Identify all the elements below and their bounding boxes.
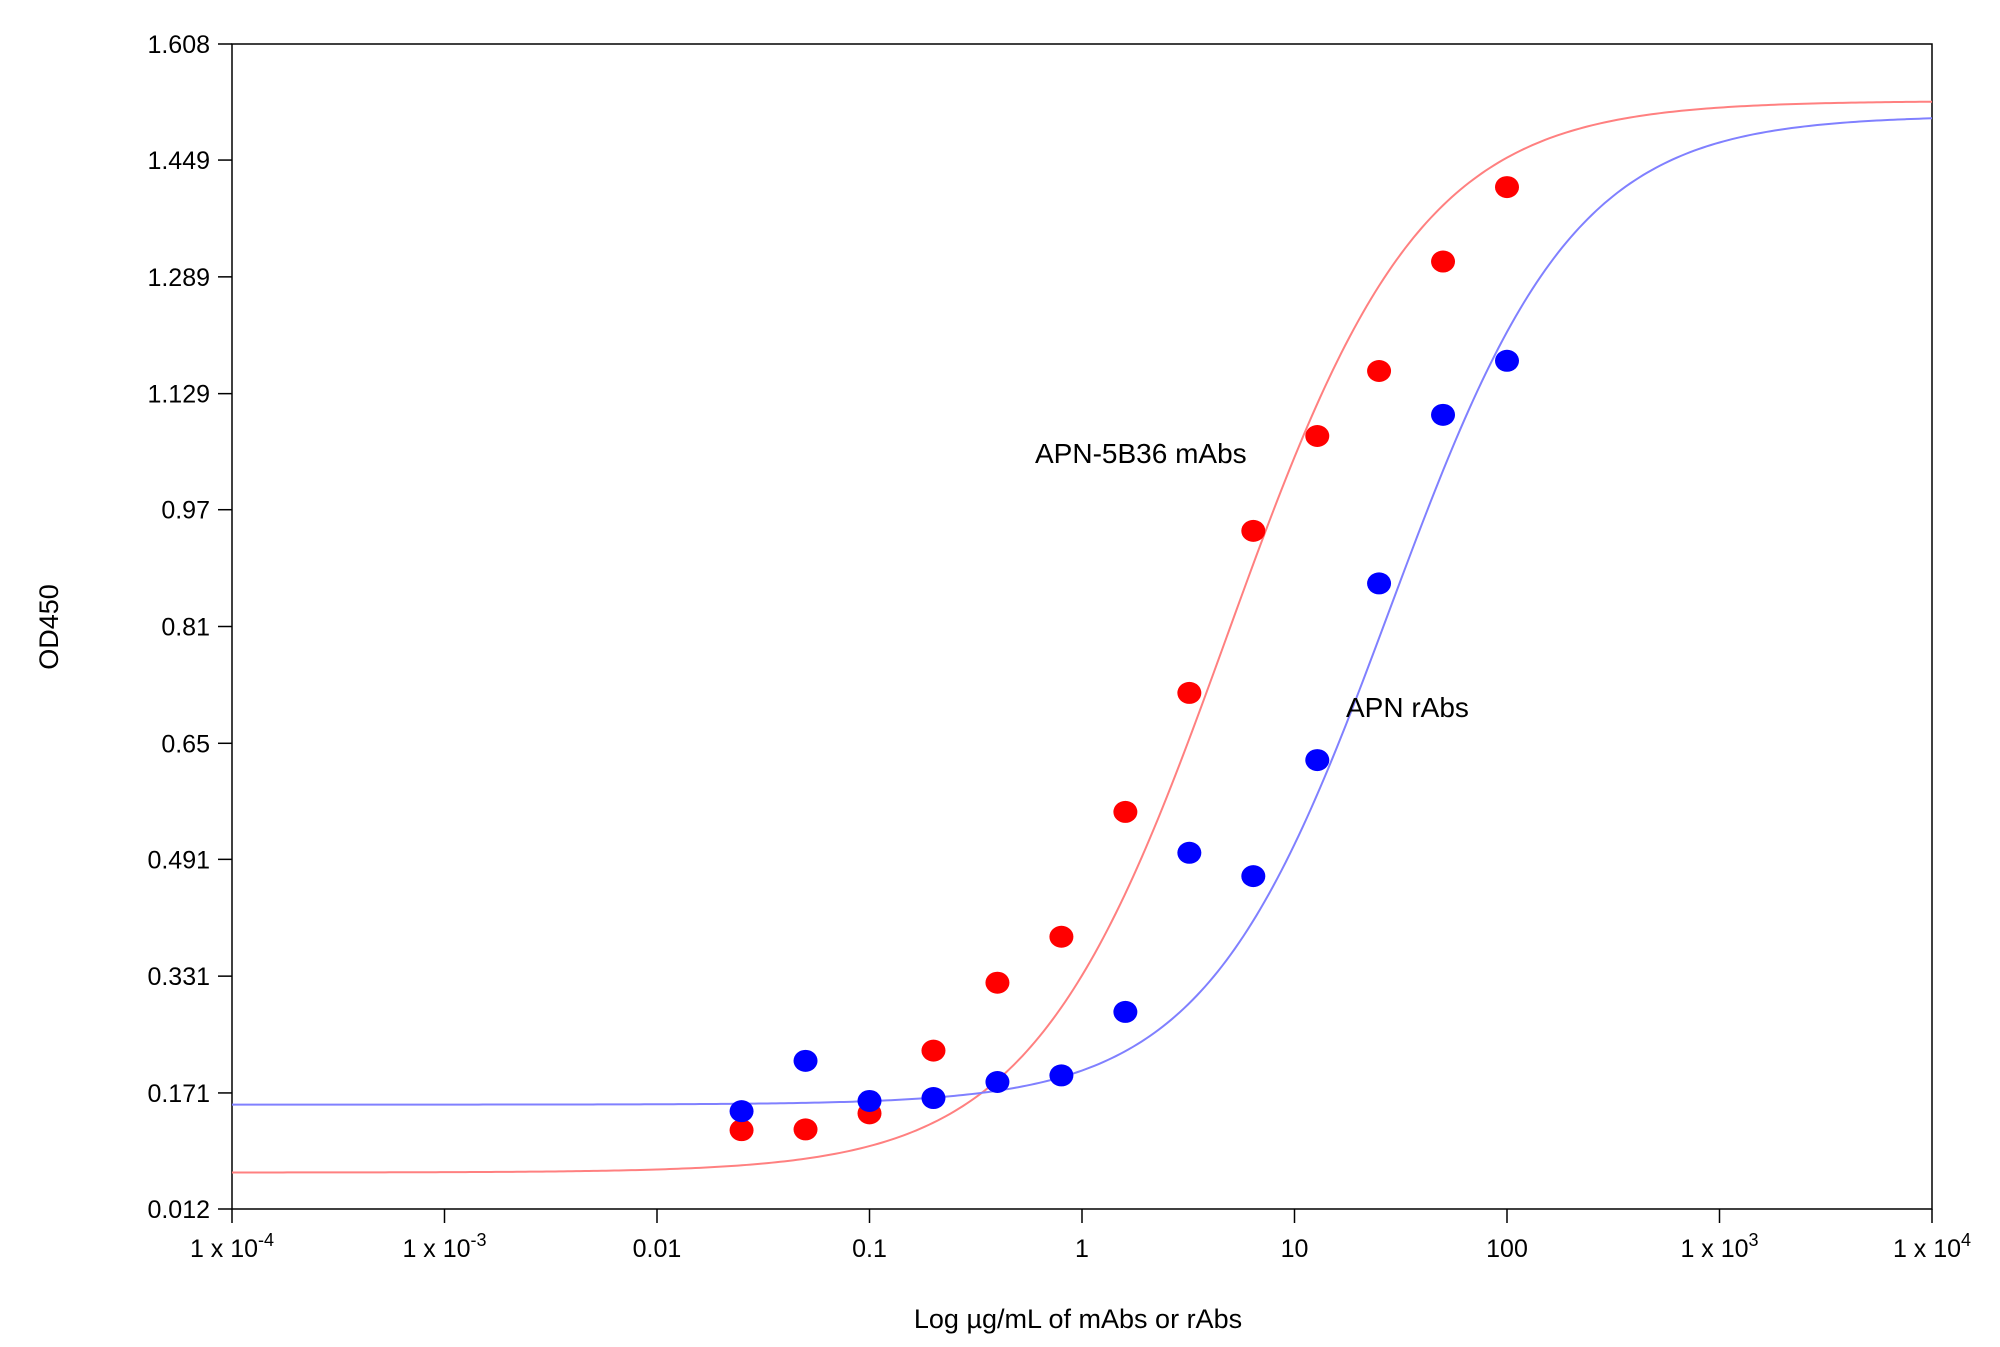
- x-tick-label-exponent: -3: [471, 1230, 487, 1250]
- y-tick-label: 0.81: [161, 614, 210, 642]
- fit-curve-series-1: [232, 117, 1933, 1106]
- x-tick-label: 100: [1486, 1235, 1528, 1263]
- y-tick-label: 1.289: [147, 264, 210, 292]
- data-point-series-0: [1367, 360, 1392, 383]
- y-tick-label: 1.608: [147, 31, 210, 59]
- data-point-series-1: [1241, 865, 1266, 888]
- x-tick-label: 1 x 104: [1893, 1230, 1971, 1263]
- x-tick-label-base: 0.01: [633, 1235, 682, 1263]
- data-point-series-0: [1305, 424, 1330, 447]
- y-tick-label: 0.491: [147, 846, 210, 874]
- y-tick-label: 0.331: [147, 963, 210, 991]
- x-tick-label: 1 x 10-3: [402, 1230, 486, 1263]
- x-tick-label-base: 1 x 10: [1893, 1235, 1961, 1263]
- data-point-series-1: [1495, 349, 1519, 372]
- fit-curve-series-0: [232, 100, 1933, 1174]
- data-point-series-1: [857, 1089, 882, 1112]
- x-tick-label: 10: [1281, 1235, 1309, 1263]
- x-axis: 1 x 10-4 1 x 10-3 0.01 0.1 1 10 100 1 x 103 1 x …: [190, 1209, 1971, 1263]
- data-point-series-1: [1305, 749, 1330, 772]
- x-tick-label-exponent: 3: [1749, 1230, 1759, 1250]
- x-tick-label-exponent: -4: [258, 1230, 274, 1250]
- x-tick-label-base: 10: [1281, 1235, 1309, 1263]
- x-tick-label-base: 1: [1075, 1235, 1089, 1263]
- y-tick-label: 0.65: [161, 730, 210, 758]
- x-tick-label: 1 x 103: [1680, 1230, 1758, 1263]
- data-points: [729, 176, 1519, 1142]
- data-point-series-1: [1113, 1000, 1138, 1023]
- annotation-apn-5b36-mabs: APN-5B36 mAbs: [1035, 438, 1247, 469]
- y-tick-label: 1.129: [147, 381, 210, 409]
- x-tick-label: 1 x 10-4: [190, 1230, 274, 1263]
- data-point-series-0: [793, 1118, 818, 1141]
- x-tick-label: 1: [1075, 1235, 1089, 1263]
- data-point-series-1: [729, 1100, 754, 1123]
- data-point-series-0: [1495, 176, 1519, 199]
- data-point-series-0: [1177, 681, 1202, 704]
- annotation-apn-rabs: APN rAbs: [1346, 692, 1469, 723]
- x-tick-label-base: 1 x 10: [190, 1235, 258, 1263]
- data-point-series-0: [729, 1119, 754, 1142]
- data-point-series-0: [1113, 800, 1138, 823]
- y-tick-label: 0.97: [161, 497, 210, 525]
- y-tick-label: 1.449: [147, 147, 210, 175]
- x-tick-label: 0.01: [633, 1235, 682, 1263]
- x-tick-label-base: 1 x 10: [1680, 1235, 1748, 1263]
- y-tick-label: 0.012: [147, 1196, 210, 1224]
- data-point-series-1: [793, 1049, 818, 1072]
- data-point-series-1: [1049, 1064, 1074, 1087]
- data-point-series-0: [1431, 250, 1456, 273]
- data-point-series-1: [921, 1087, 946, 1110]
- y-axis-title: OD450: [34, 584, 64, 670]
- data-point-series-1: [985, 1070, 1010, 1093]
- y-axis: 0.012 0.171 0.331 0.491 0.65 0.81 0.97 1.129 1.2…: [147, 31, 232, 1224]
- data-point-series-1: [1367, 572, 1392, 595]
- data-point-series-1: [1431, 403, 1456, 426]
- data-point-series-0: [921, 1039, 946, 1062]
- y-tick-label: 0.171: [147, 1080, 210, 1108]
- x-axis-title: Log µg/mL of mAbs or rAbs: [914, 1304, 1242, 1334]
- x-tick-label-base: 0.1: [852, 1235, 887, 1263]
- x-tick-label-base: 1 x 10: [402, 1235, 470, 1263]
- data-point-series-0: [985, 971, 1010, 994]
- data-point-series-0: [1241, 519, 1266, 542]
- x-tick-label-exponent: 4: [1961, 1230, 1971, 1250]
- data-point-series-1: [1177, 841, 1202, 864]
- plot-frame: [231, 43, 1933, 1210]
- x-tick-label: 0.1: [852, 1235, 887, 1263]
- fit-curves: [232, 100, 1933, 1174]
- x-tick-label-base: 100: [1486, 1235, 1528, 1263]
- data-point-series-0: [1049, 925, 1074, 948]
